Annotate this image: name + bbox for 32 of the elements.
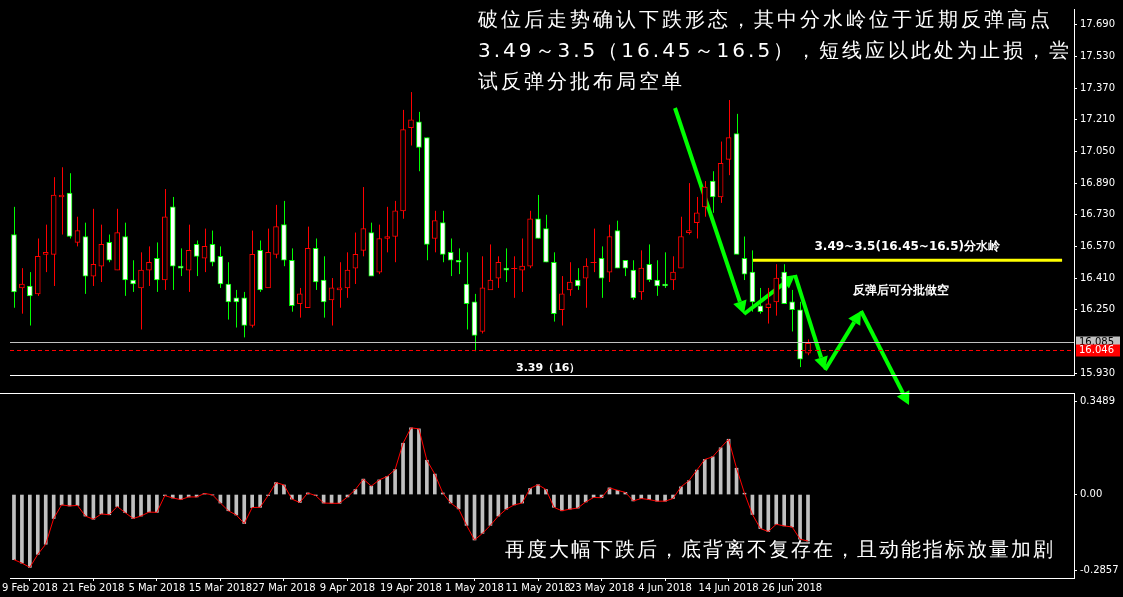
y-tick-label: 17.210 <box>1080 113 1115 125</box>
y-tick-label: -0.2857 <box>1080 564 1119 576</box>
x-tick-label: 4 Jun 2018 <box>638 581 692 593</box>
y-tick-label: 16.410 <box>1080 271 1115 283</box>
y-tick-label: 0.00 <box>1080 488 1103 500</box>
series-label: 3.49~3.5(16.45~16.5)分水岭 <box>814 239 1001 254</box>
y-tick-label: 16.570 <box>1080 240 1115 251</box>
x-tick-label: 1 May 2018 <box>445 581 504 593</box>
x-tick-label: 11 May 2018 <box>505 581 571 593</box>
y-tick-label: 15.930 <box>1080 366 1115 378</box>
x-tick-label: 19 Apr 2018 <box>380 581 442 593</box>
x-tick-label: 15 Mar 2018 <box>188 581 253 593</box>
x-tick-label: 26 Jun 2018 <box>762 581 823 593</box>
annotation: 再度大幅下跌后，底背离不复存在，且动能指标放量加剧 <box>505 536 1055 563</box>
y-tick-label: 16.250 <box>1080 303 1115 315</box>
y-tick-label: 17.530 <box>1080 50 1115 62</box>
y-tick-label: 17.690 <box>1080 18 1115 30</box>
x-tick-label: 5 Mar 2018 <box>128 581 186 593</box>
x-tick-label: 23 May 2018 <box>568 581 635 593</box>
annotation: 破位后走势确认下跌形态，其中分水岭位于近期反弹高点3.49～3.5（16.45～16.5），短线应以此处为止损，尝试反弹分批布局空单 <box>478 6 1074 95</box>
x-tick-label: 9 Feb 2018 <box>1 581 58 593</box>
annotation: 反弹后可分批做空 <box>853 282 949 299</box>
x-tick-label: 27 Mar 2018 <box>252 581 316 593</box>
x-tick-label: 21 Feb 2018 <box>62 581 125 593</box>
y-tick-label: 17.370 <box>1080 81 1115 93</box>
annotation: 3.39（16） <box>516 360 581 375</box>
y-tick-label: 16.730 <box>1080 208 1115 220</box>
y-tick-label: 0.3489 <box>1080 395 1115 407</box>
x-tick-label: 14 Jun 2018 <box>698 581 759 593</box>
y-tick-label: 16.890 <box>1080 176 1115 188</box>
y-tick-label: 17.050 <box>1080 145 1115 157</box>
x-tick-label: 9 Apr 2018 <box>319 581 376 593</box>
